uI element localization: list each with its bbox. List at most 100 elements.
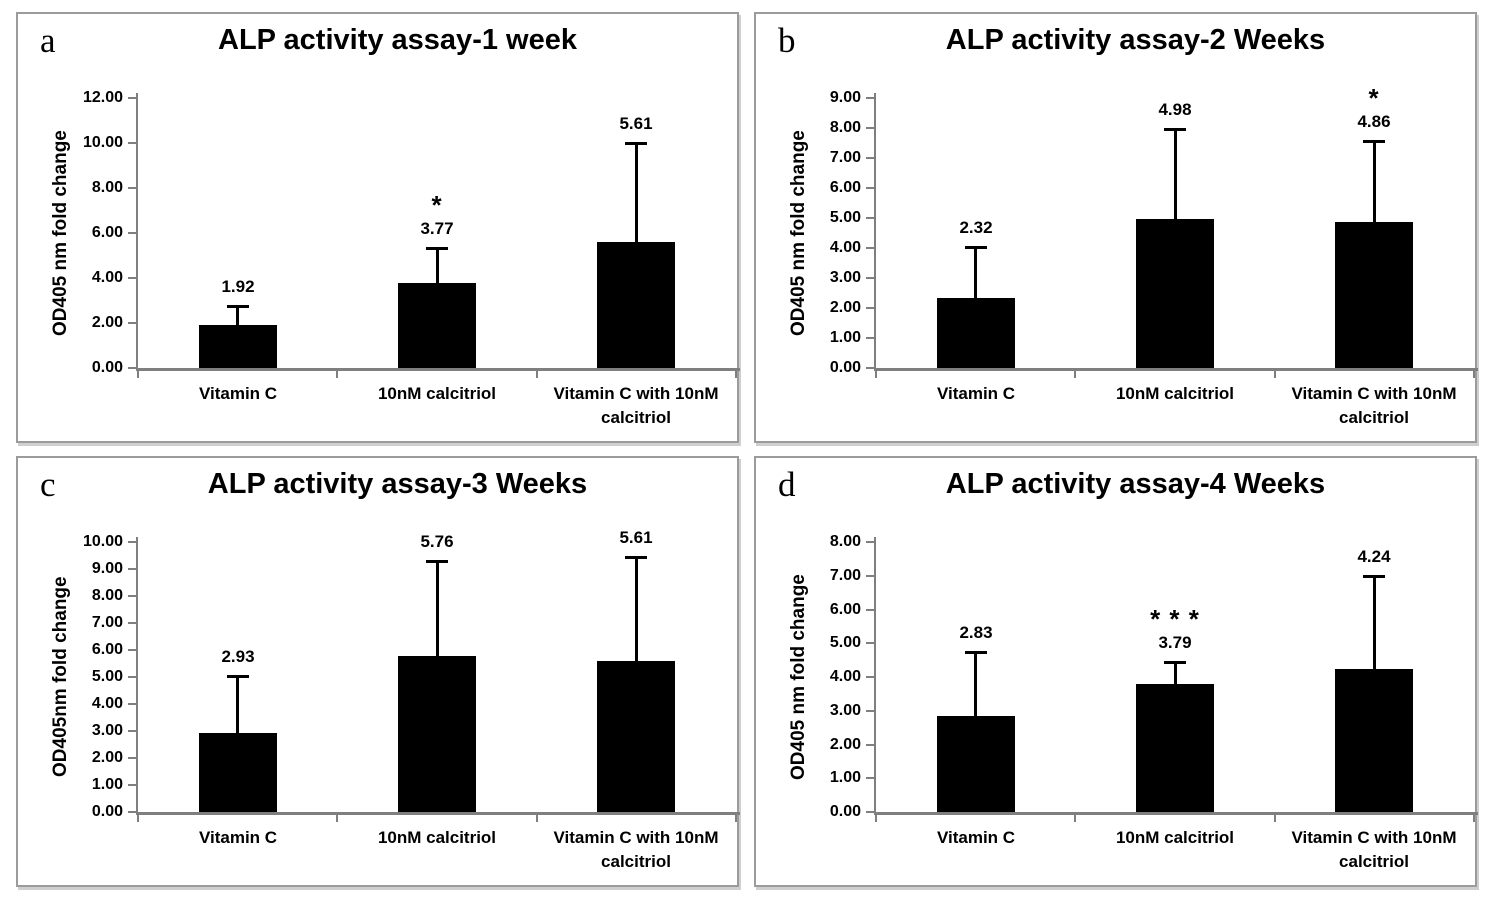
y-tick-mark — [866, 367, 874, 369]
y-tick-label: 7.00 — [829, 149, 861, 166]
y-tick-mark — [866, 277, 874, 279]
error-bar-cap — [1164, 128, 1186, 131]
y-tick-mark — [866, 247, 874, 249]
y-tick-label: 4.00 — [91, 695, 123, 712]
x-tick-mark — [875, 812, 877, 822]
x-tick-mark — [1074, 368, 1076, 378]
bar — [597, 661, 675, 812]
y-tick-mark — [128, 622, 136, 624]
x-category-label: 10nM calcitriol — [377, 384, 497, 403]
error-bar-line — [635, 143, 638, 244]
y-tick-mark — [128, 811, 136, 813]
y-tick-label: 6.00 — [91, 641, 123, 658]
y-tick-mark — [866, 811, 874, 813]
y-tick-label: 2.00 — [829, 736, 861, 753]
panel-c: c ALP activity assay-3 Weeks OD405nm fol… — [16, 456, 740, 887]
y-tick-mark — [128, 232, 136, 234]
value-label: 2.32 — [959, 218, 993, 237]
x-tick-mark — [1473, 368, 1475, 378]
plot-area: 0.00 2.00 4.00 6.00 8.00 10.00 12.00 1.92 Vitami… — [18, 14, 740, 441]
y-tick-mark — [128, 187, 136, 189]
value-label: 2.93 — [221, 647, 255, 666]
y-tick-label: 2.00 — [91, 314, 123, 331]
value-label: 4.86 — [1357, 112, 1391, 131]
error-bar-cap — [625, 556, 647, 559]
bar — [597, 242, 675, 368]
x-axis-line — [136, 812, 740, 815]
y-tick-label: 5.00 — [91, 668, 123, 685]
chart-title: ALP activity assay-1 week — [218, 24, 577, 56]
significance-marker: * * * — [1150, 604, 1200, 634]
y-tick-label: 10.00 — [82, 533, 123, 550]
panel-a: a ALP activity assay-1 week OD405 nm fol… — [16, 12, 740, 443]
y-tick-label: 7.00 — [829, 567, 861, 584]
x-tick-mark — [1074, 812, 1076, 822]
y-tick-label: 3.00 — [91, 722, 123, 739]
panel-b: b ALP activity assay-2 Weeks OD405 nm fo… — [754, 12, 1478, 443]
y-tick-label: 2.00 — [91, 749, 123, 766]
y-tick-mark — [128, 322, 136, 324]
bar — [398, 283, 476, 368]
bar — [937, 716, 1015, 812]
y-tick-label: 5.00 — [829, 634, 861, 651]
y-axis-line — [874, 537, 876, 814]
y-tick-mark — [866, 710, 874, 712]
x-axis-line — [136, 368, 740, 371]
y-tick-mark — [866, 157, 874, 159]
y-tick-label: 8.00 — [91, 179, 123, 196]
error-bar-cap — [1363, 575, 1385, 578]
y-tick-mark — [866, 307, 874, 309]
error-bar-line — [436, 248, 439, 285]
x-category-label: 10nM calcitriol — [1115, 828, 1235, 847]
x-axis-line — [874, 368, 1478, 371]
x-tick-mark — [1274, 368, 1276, 378]
bar — [937, 298, 1015, 368]
error-bar-line — [974, 247, 977, 300]
panel-letter: d — [778, 465, 796, 504]
y-tick-label: 6.00 — [829, 601, 861, 618]
panel-letter: b — [778, 21, 796, 60]
x-category-label: Vitamin C with 10nM calcitriol — [1291, 828, 1457, 871]
value-label: 2.83 — [959, 623, 993, 642]
chart-title: ALP activity assay-2 Weeks — [945, 24, 1326, 56]
y-tick-mark — [866, 642, 874, 644]
panel-letter: a — [40, 21, 56, 60]
x-category-label: Vitamin C with 10nM calcitriol — [553, 384, 719, 427]
bar — [1136, 219, 1214, 368]
y-tick-label: 9.00 — [829, 89, 861, 106]
y-tick-mark — [866, 337, 874, 339]
x-category-label: 10nM calcitriol — [377, 828, 497, 847]
error-bar-line — [1174, 129, 1177, 221]
x-tick-mark — [735, 812, 737, 822]
value-label: 5.61 — [619, 114, 653, 133]
plot-area: 0.00 1.00 2.00 3.00 4.00 5.00 6.00 7.00 8.00 9.00… — [18, 458, 740, 885]
x-category-label: Vitamin C — [198, 384, 278, 403]
x-tick-mark — [336, 368, 338, 378]
bar — [1335, 222, 1413, 368]
chart-title: ALP activity assay-3 Weeks — [207, 468, 588, 500]
y-axis-line — [874, 93, 876, 370]
y-tick-label: 10.00 — [82, 134, 123, 151]
y-tick-label: 3.00 — [829, 702, 861, 719]
error-bar-cap — [965, 246, 987, 249]
error-bar-line — [1174, 662, 1177, 686]
x-category-label: Vitamin C with 10nM calcitriol — [553, 828, 719, 871]
y-tick-label: 4.00 — [829, 668, 861, 685]
y-tick-mark — [866, 187, 874, 189]
y-tick-label: 4.00 — [91, 269, 123, 286]
y-tick-mark — [128, 142, 136, 144]
error-bar-line — [1373, 576, 1376, 671]
value-label: 5.76 — [420, 532, 454, 551]
x-tick-mark — [536, 368, 538, 378]
value-label: 1.92 — [221, 277, 255, 296]
error-bar-cap — [965, 651, 987, 654]
y-tick-label: 6.00 — [829, 179, 861, 196]
x-category-label: Vitamin C — [936, 384, 1016, 403]
y-tick-mark — [128, 277, 136, 279]
y-tick-mark — [128, 367, 136, 369]
y-tick-label: 8.00 — [829, 119, 861, 136]
error-bar-cap — [227, 305, 249, 308]
y-tick-mark — [128, 784, 136, 786]
value-label: 3.77 — [420, 219, 454, 238]
x-tick-mark — [137, 812, 139, 822]
